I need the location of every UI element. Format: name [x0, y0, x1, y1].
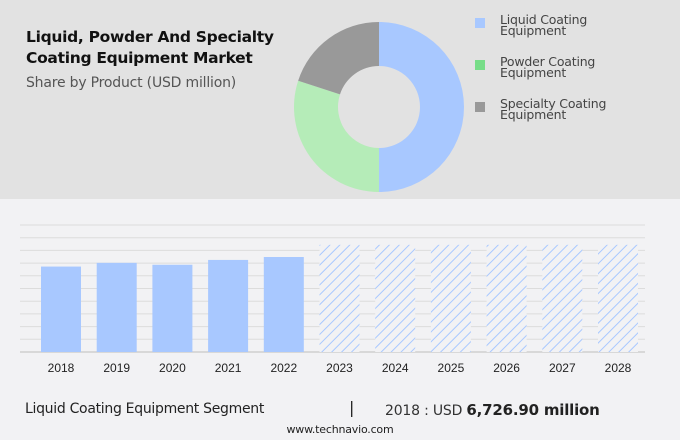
legend-label-line: Liquid Coating	[500, 12, 588, 27]
legend-label-liquid: Liquid Coating Equipment	[500, 12, 640, 38]
x-tick-label-2021: 2021	[215, 361, 242, 375]
x-tick-label-2024: 2024	[382, 361, 409, 375]
bar-2022	[263, 257, 304, 352]
donut-chart	[294, 22, 464, 192]
x-tick-label-2023: 2023	[326, 361, 353, 375]
slice-powder	[294, 80, 379, 192]
slice-specialty	[298, 22, 379, 95]
slice-liquid	[379, 22, 464, 192]
bar-2020	[152, 264, 193, 352]
footer-separator: |	[349, 398, 355, 417]
bar-forecast-2025	[430, 244, 471, 352]
title-line-2: Coating Equipment Market	[26, 49, 253, 67]
x-tick-label-2020: 2020	[159, 361, 186, 375]
x-tick-label-2028: 2028	[605, 361, 632, 375]
legend-label-line: Equipment	[500, 107, 567, 122]
x-tick-label-2025: 2025	[438, 361, 465, 375]
bar-forecast-2026	[486, 244, 527, 352]
bar-forecast-2027	[542, 244, 583, 352]
x-tick-label-2027: 2027	[549, 361, 576, 375]
bar-forecast-2023	[319, 244, 360, 352]
legend-swatch-powder	[475, 60, 485, 70]
footer-value: 2018 : USD 6,726.90 million	[385, 401, 600, 419]
bar-2019	[96, 262, 137, 352]
bar-chart: 2018 2019 2020 2021 2022 2023 2024 2025 2026 2027…	[20, 224, 645, 375]
legend-label-line: Powder Coating	[500, 54, 596, 69]
x-tick-label-2018: 2018	[48, 361, 75, 375]
legend-label-line: Specialty Coating	[500, 96, 607, 111]
legend-label-line: Equipment	[500, 65, 567, 80]
footer-value-amount: 6,726.90 million	[466, 401, 600, 419]
footer-segment-label: Liquid Coating Equipment Segment	[25, 401, 265, 417]
chart-subtitle: Share by Product (USD million)	[26, 75, 237, 91]
bar-forecast-2028	[598, 244, 638, 352]
x-tick-label-2019: 2019	[103, 361, 130, 375]
x-axis-ticks: 2018 2019 2020 2021 2022 2023 2024 2025 2026 2027…	[48, 361, 632, 375]
legend-label-powder: Powder Coating Equipment	[500, 54, 640, 80]
footer-value-prefix: 2018 : USD	[385, 403, 467, 419]
bar-forecast-2024	[375, 244, 416, 352]
x-tick-label-2026: 2026	[493, 361, 520, 375]
bar-2018	[41, 266, 81, 352]
x-tick-label-2022: 2022	[270, 361, 297, 375]
legend-label-line: Equipment	[500, 23, 567, 38]
legend-label-specialty: Specialty Coating Equipment	[500, 96, 640, 122]
title-line-1: Liquid, Powder And Specialty	[26, 28, 274, 46]
bar-2021	[208, 259, 249, 352]
chart-title: Liquid, Powder And Specialty Coating Equ…	[26, 27, 274, 69]
legend-swatch-liquid	[475, 18, 485, 28]
bar-marks	[41, 244, 638, 352]
legend-swatch-specialty	[475, 102, 485, 112]
footer-url: www.technavio.com	[286, 423, 394, 436]
